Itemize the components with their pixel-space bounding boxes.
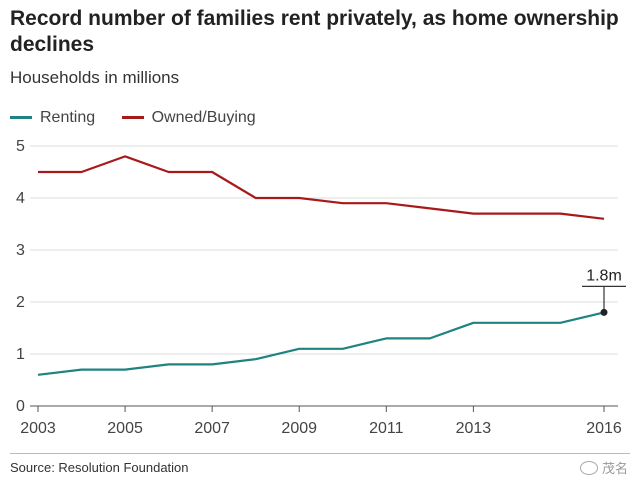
legend-label-owned: Owned/Buying [151,108,256,126]
x-tick-label: 2007 [194,420,230,437]
x-tick-label: 2016 [586,420,622,437]
series-line-renting [37,311,605,376]
legend: Renting Owned/Buying [10,106,278,127]
wechat-icon [579,460,598,475]
legend-item-renting: Renting [10,109,95,127]
x-tick-label: 2011 [369,420,404,437]
y-tick-label: 0 [16,398,25,415]
x-tick-label: 2013 [456,420,492,437]
series-line-owned-buying [38,155,605,220]
x-tick-label: 2003 [20,420,56,437]
y-tick-label: 4 [16,190,25,207]
annotation-label: 1.8m [586,267,622,284]
y-tick-label: 3 [16,242,25,259]
legend-item-owned: Owned/Buying [121,108,256,127]
annotation-dot [600,308,608,316]
y-tick-label: 5 [16,138,25,155]
legend-label-renting: Renting [40,108,96,126]
legend-swatch-renting [10,116,32,119]
line-chart: 0 1 2 3 4 5 2003 2005 2007 2009 2011 2013 2016 1.8m [16,138,626,437]
x-tick-label: 2005 [107,420,143,437]
chart-subtitle: Households in millions [10,68,180,87]
footer-divider [10,453,630,454]
y-tick-label: 1 [16,346,25,363]
x-tick-label: 2009 [281,420,317,437]
watermark-text: 茂名 [601,461,628,476]
legend-swatch-owned [121,116,144,119]
chart-title: Record number of families rent privately… [10,7,619,56]
source-note: Source: Resolution Foundation [10,460,189,475]
watermark: 茂名 [579,458,628,477]
y-tick-label: 2 [16,294,25,311]
